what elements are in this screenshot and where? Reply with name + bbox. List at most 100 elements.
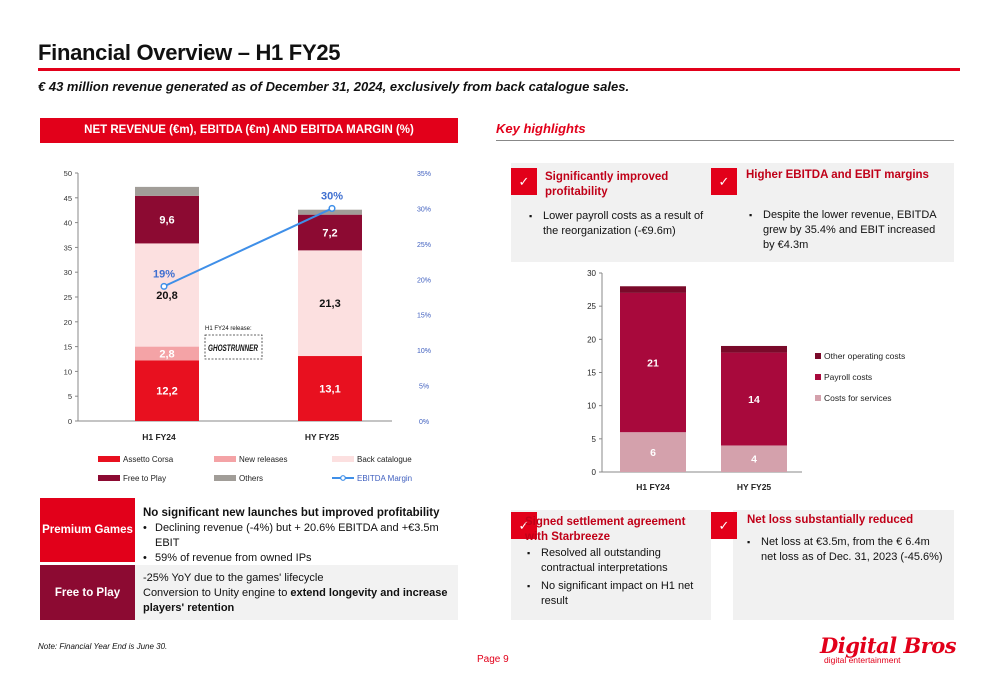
legend-line-marker [340,475,346,481]
y-tick-label: 35 [64,243,72,252]
y2-tick-label: 30% [417,206,431,213]
bar-segment [620,286,686,293]
y2-tick-label: 0% [419,419,429,426]
bar-data-label: 6 [650,447,656,459]
y2-tick-label: 5% [419,384,429,391]
highlight-card-net-loss: ✓ Net loss substantially reduced Net los… [711,510,954,620]
highlight-bullet: Despite the lower revenue, EBITDA grew b… [749,208,949,253]
bar-segment [721,345,787,353]
check-icon: ✓ [711,168,737,195]
highlight-bullets: Despite the lower revenue, EBITDA grew b… [749,208,949,256]
highlight-card-margins: ✓ Higher EBITDA and EBIT margins Despite… [711,163,954,262]
x-tick-label: H1 FY24 [636,482,670,492]
legend-swatch [98,475,120,481]
key-highlights-title: Key highlights [496,121,586,136]
segment-body-ftp: -25% YoY due to the games' lifecycle Con… [135,565,458,620]
highlight-title: Higher EBITDA and EBIT margins [746,169,929,181]
highlight-bullets: Lower payroll costs as a result of the r… [529,209,721,242]
segment-headline: No significant new launches but improved… [143,507,440,519]
bar-segment [135,243,199,347]
page-subtitle: € 43 million revenue generated as of Dec… [38,79,630,94]
bar-segment [135,195,199,244]
legend-swatch [214,456,236,462]
segment-row-premium: Premium Games No significant new launche… [40,498,458,566]
segment-bullet: 59% of revenue from owned IPs [143,551,458,566]
check-icon: ✓ [511,512,537,539]
highlight-bullet: Net loss at €3.5m, from the € 6.4m net l… [747,535,947,565]
ebitda-margin-label: 19% [153,268,175,280]
x-tick-label: H1 FY24 [142,432,176,442]
highlight-bullet: Resolved all outstanding contractual int… [527,546,709,576]
logo-wordmark: Digital Bros [820,633,957,658]
bar-data-label: 9,6 [159,215,174,227]
bar-data-label: 2,8 [159,349,174,361]
legend-swatch [815,374,821,380]
y-tick-label: 40 [64,219,72,228]
bar-segment [298,356,362,421]
legend-swatch [332,456,354,462]
legend-label: Costs for services [824,393,892,403]
ebitda-margin-point [328,204,336,212]
costs-chart: 0 5 10 15 20 25 30 6 21 H1 FY24 4 14 HY FY25 Other op… [587,269,905,492]
logo-tagline: digital entertainment [824,655,901,665]
bar-data-label: 4 [751,454,757,466]
y-tick-label: 10 [64,367,72,376]
y-tick-label: 30 [64,268,72,277]
revenue-chart-header: NET REVENUE (€m), EBITDA (€m) AND EBITDA… [40,118,458,143]
highlight-bullet: No significant impact on H1 net result [527,579,709,609]
highlight-card-settlement: ✓ Signed settlement agreement with Starb… [511,510,711,620]
highlight-title: Net loss substantially reduced [747,514,914,526]
highlight-title: Signed settlement agreement with Starbre… [525,515,705,545]
legend-label: EBITDA Margin [357,474,412,483]
segment-body-premium: No significant new launches but improved… [135,498,458,566]
y2-tick-label: 35% [417,171,431,178]
x-tick-label: HY FY25 [737,482,772,492]
footnote: Note: Financial Year End is June 30. [38,642,168,651]
legend-label: Assetto Corsa [123,455,174,464]
title-divider [38,68,960,71]
legend-label: Payroll costs [824,372,872,382]
release-logo-frame [204,334,263,360]
y-tick-label: 0 [68,417,72,426]
legend-swatch [98,456,120,462]
highlight-title: Significantly improved profitability [545,171,669,198]
y2-tick-label: 15% [417,313,431,320]
highlight-bullets: Resolved all outstanding contractual int… [527,546,709,612]
page-number: Page 9 [477,654,509,665]
highlight-bullet: Lower payroll costs as a result of the r… [529,209,721,239]
company-logo: Digital Bros digital entertainment [820,633,957,665]
bar-data-label: 12,2 [156,386,177,398]
y-tick-label: 30 [587,269,596,278]
legend-swatch [815,353,821,359]
bar-segment [135,186,199,196]
bar-segment [298,250,362,357]
highlight-title-text: Signed settlement agreement with Starbre… [525,516,686,543]
bar-data-label: 14 [748,394,760,406]
segment-bullet: Declining revenue (-4%) but + 20.6% EBIT… [143,521,458,551]
bar-segment [135,360,199,421]
legend-label: Others [239,474,263,483]
y-tick-label: 15 [587,369,596,378]
legend-label: Other operating costs [824,351,905,361]
y-tick-label: 15 [64,343,72,352]
legend-label: Back catalogue [357,455,412,464]
revenue-ebitda-chart: 0 5 10 15 20 25 30 35 40 45 50 0% 5% 10% 15% 20% 25% 30% 3… [64,169,431,483]
y2-tick-label: 25% [417,242,431,249]
ebitda-margin-line [163,207,333,288]
legend-label: Free to Play [123,474,166,483]
y-tick-label: 50 [64,169,72,178]
bar-data-label: 7,2 [322,228,337,240]
y2-tick-label: 10% [417,348,431,355]
bar-segment [298,214,362,251]
y-tick-label: 25 [587,302,596,311]
legend-swatch [815,395,821,401]
ebitda-margin-label: 30% [321,190,343,202]
key-highlights-divider [496,140,954,141]
bar-segment [721,445,787,472]
bar-segment [620,432,686,472]
highlight-card-profitability: ✓ Significantly improved profitability L… [511,163,726,262]
bar-data-label: 21 [647,358,659,370]
y-tick-label: 20 [587,335,596,344]
y-tick-label: 0 [592,468,597,477]
legend-label: New releases [239,455,287,464]
